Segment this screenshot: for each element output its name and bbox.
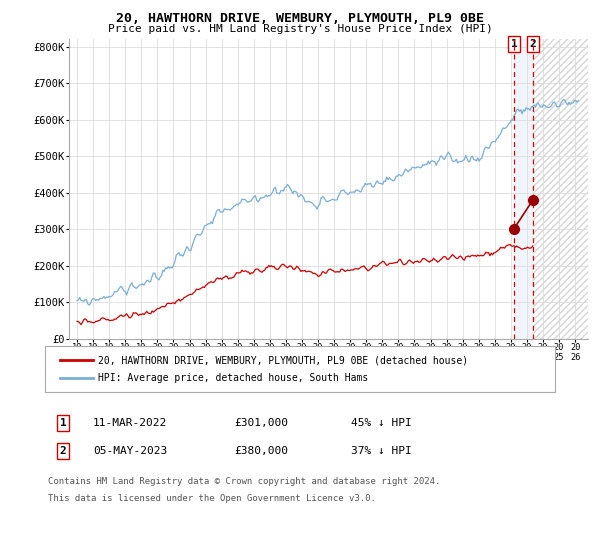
Text: Contains HM Land Registry data © Crown copyright and database right 2024.: Contains HM Land Registry data © Crown c… [48,477,440,486]
Text: 1: 1 [511,39,517,49]
Bar [533,39,588,339]
Text: 20, HAWTHORN DRIVE, WEMBURY, PLYMOUTH, PL9 0BE: 20, HAWTHORN DRIVE, WEMBURY, PLYMOUTH, P… [116,12,484,25]
Text: 11-MAR-2022: 11-MAR-2022 [93,418,167,428]
Text: 20, HAWTHORN DRIVE, WEMBURY, PLYMOUTH, PL9 0BE (detached house): 20, HAWTHORN DRIVE, WEMBURY, PLYMOUTH, P… [98,355,468,365]
Text: 1: 1 [59,418,67,428]
Text: Price paid vs. HM Land Registry's House Price Index (HPI): Price paid vs. HM Land Registry's House … [107,24,493,34]
Text: £301,000: £301,000 [234,418,288,428]
Text: 2: 2 [530,39,536,49]
Text: HPI: Average price, detached house, South Hams: HPI: Average price, detached house, Sout… [98,373,368,383]
Text: £380,000: £380,000 [234,446,288,456]
Text: 45% ↓ HPI: 45% ↓ HPI [351,418,412,428]
Text: This data is licensed under the Open Government Licence v3.0.: This data is licensed under the Open Gov… [48,494,376,503]
Text: 37% ↓ HPI: 37% ↓ HPI [351,446,412,456]
Bar [514,39,533,339]
Text: 05-MAY-2023: 05-MAY-2023 [93,446,167,456]
Bar [533,39,588,339]
Text: 2: 2 [59,446,67,456]
